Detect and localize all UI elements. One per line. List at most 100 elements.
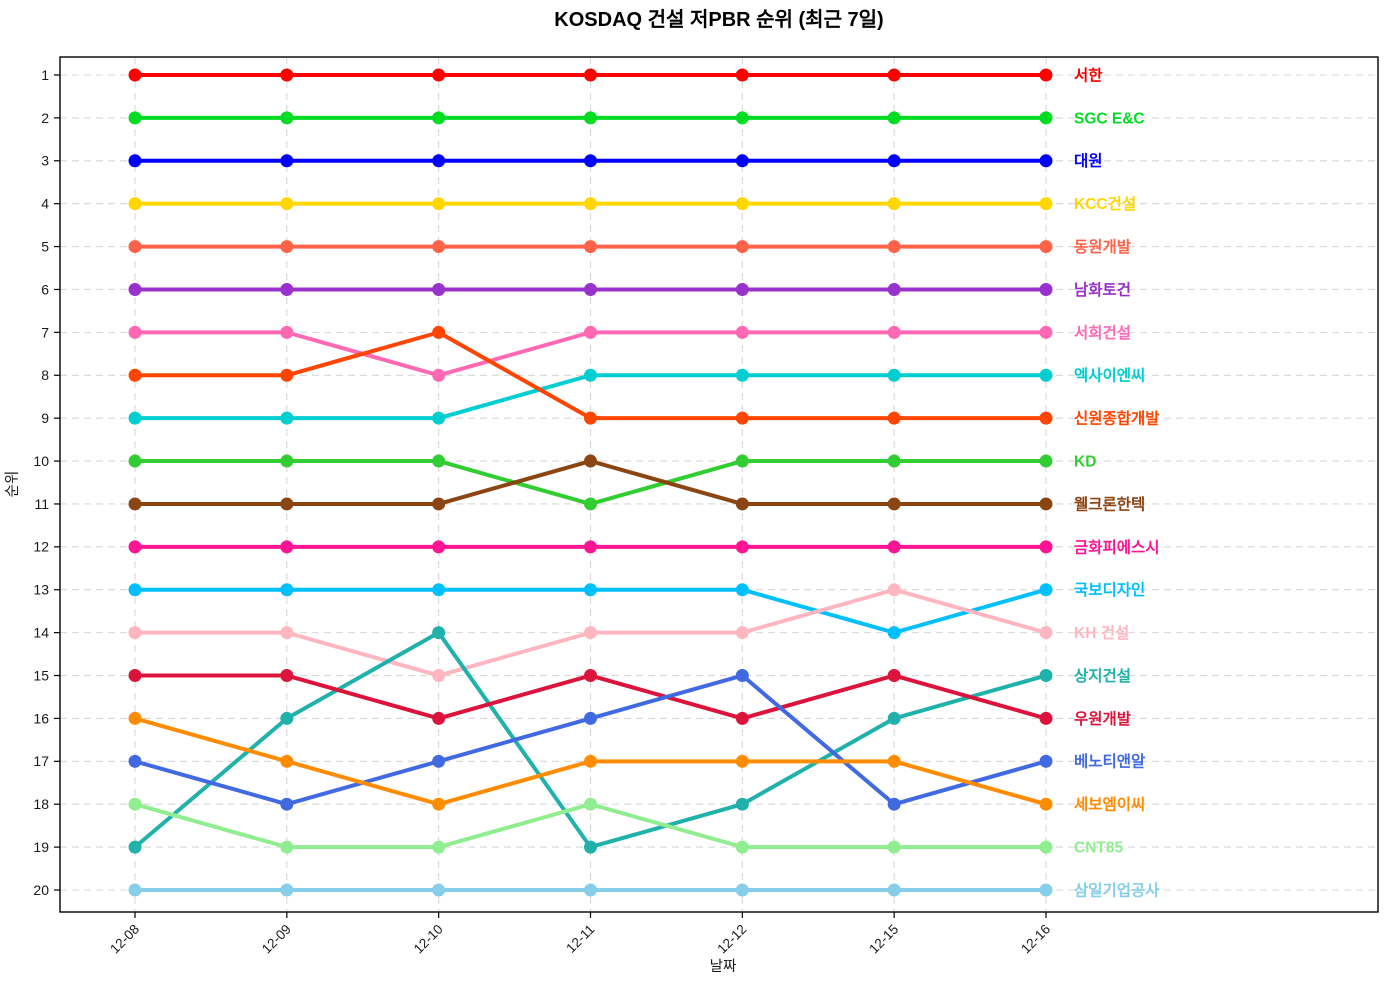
series-marker: [432, 111, 446, 125]
series-marker: [1039, 282, 1053, 296]
series-marker: [280, 240, 294, 254]
series-marker: [887, 68, 901, 82]
series-marker: [584, 411, 597, 425]
x-tick-label: 12-08: [107, 922, 142, 957]
series-marker: [1039, 325, 1053, 339]
series-marker: [1039, 840, 1053, 854]
y-tick-label: 10: [33, 453, 49, 469]
series-marker: [887, 797, 901, 811]
series-label: CNT85: [1074, 840, 1123, 857]
series-marker: [128, 197, 142, 211]
series-marker: [280, 68, 294, 82]
series-marker: [584, 282, 597, 296]
series-marker: [280, 497, 294, 511]
series-marker: [1039, 197, 1053, 211]
x-tick-label: 12-16: [1018, 922, 1053, 957]
series-marker: [735, 68, 749, 82]
series-marker: [432, 240, 446, 254]
series-marker: [1039, 583, 1053, 597]
series-marker: [887, 583, 901, 597]
series-marker: [280, 540, 294, 554]
series-label: 엑사이엔씨: [1074, 366, 1145, 385]
series-marker: [735, 411, 749, 425]
series-marker: [887, 368, 901, 382]
y-tick-label: 17: [33, 753, 49, 769]
x-axis-label: 날짜: [710, 958, 737, 975]
y-tick-label: 20: [33, 882, 49, 898]
series-marker: [280, 840, 294, 854]
series-marker: [735, 368, 749, 382]
series-marker: [280, 368, 294, 382]
series-marker: [735, 711, 749, 725]
series-marker: [128, 368, 142, 382]
series-marker: [735, 497, 749, 511]
series-marker: [128, 711, 142, 725]
series-marker: [432, 282, 446, 296]
series-label: SGC E&C: [1074, 110, 1145, 127]
series-marker: [584, 325, 597, 339]
series-marker: [1039, 540, 1053, 554]
series-marker: [128, 68, 142, 82]
series-marker: [735, 626, 749, 640]
series-marker: [887, 540, 901, 554]
y-tick-label: 7: [41, 324, 49, 340]
series-marker: [128, 583, 142, 597]
series-marker: [1039, 68, 1053, 82]
series-marker: [128, 454, 142, 468]
y-tick-label: 6: [41, 281, 49, 297]
y-tick-label: 16: [33, 710, 49, 726]
series-marker: [128, 111, 142, 125]
series-marker: [1039, 669, 1053, 683]
series-marker: [128, 240, 142, 254]
series-marker: [280, 411, 294, 425]
series-marker: [432, 626, 446, 640]
series-marker: [432, 883, 446, 897]
series-label: 동원개발: [1074, 237, 1132, 256]
series-marker: [280, 669, 294, 683]
series-marker: [584, 540, 597, 554]
series-marker: [887, 711, 901, 725]
y-tick-label: 3: [41, 153, 49, 169]
series-marker: [1039, 497, 1053, 511]
y-tick-label: 9: [41, 410, 49, 426]
series-marker: [584, 154, 597, 168]
series-label: KCC건설: [1074, 195, 1136, 213]
series-marker: [584, 754, 597, 768]
series-marker: [128, 626, 142, 640]
y-tick-label: 18: [33, 796, 49, 812]
series-marker: [432, 154, 446, 168]
series-label: KH 건설: [1074, 624, 1129, 642]
y-tick-label: 19: [33, 839, 49, 855]
series-marker: [584, 840, 597, 854]
series-marker: [1039, 797, 1053, 811]
series-marker: [432, 840, 446, 854]
series-marker: [432, 797, 446, 811]
series-marker: [280, 454, 294, 468]
y-tick-label: 1: [41, 67, 49, 83]
series-marker: [584, 197, 597, 211]
x-tick-label: 12-11: [563, 922, 597, 956]
series-marker: [735, 111, 749, 125]
series-marker: [887, 197, 901, 211]
series-marker: [887, 325, 901, 339]
series-marker: [735, 540, 749, 554]
series-marker: [1039, 454, 1053, 468]
series-label: KD: [1074, 453, 1096, 470]
y-tick-label: 8: [41, 367, 49, 383]
series-label: 금화피에스시: [1074, 537, 1160, 556]
y-tick-label: 2: [41, 110, 49, 126]
series-marker: [280, 154, 294, 168]
series-marker: [280, 325, 294, 339]
series-marker: [128, 154, 142, 168]
series-marker: [432, 754, 446, 768]
series-marker: [1039, 883, 1053, 897]
series-marker: [128, 497, 142, 511]
series-marker: [887, 282, 901, 296]
series-marker: [887, 883, 901, 897]
series-marker: [735, 669, 749, 683]
series-marker: [887, 240, 901, 254]
series-layer: [128, 68, 1053, 897]
series-marker: [584, 711, 597, 725]
